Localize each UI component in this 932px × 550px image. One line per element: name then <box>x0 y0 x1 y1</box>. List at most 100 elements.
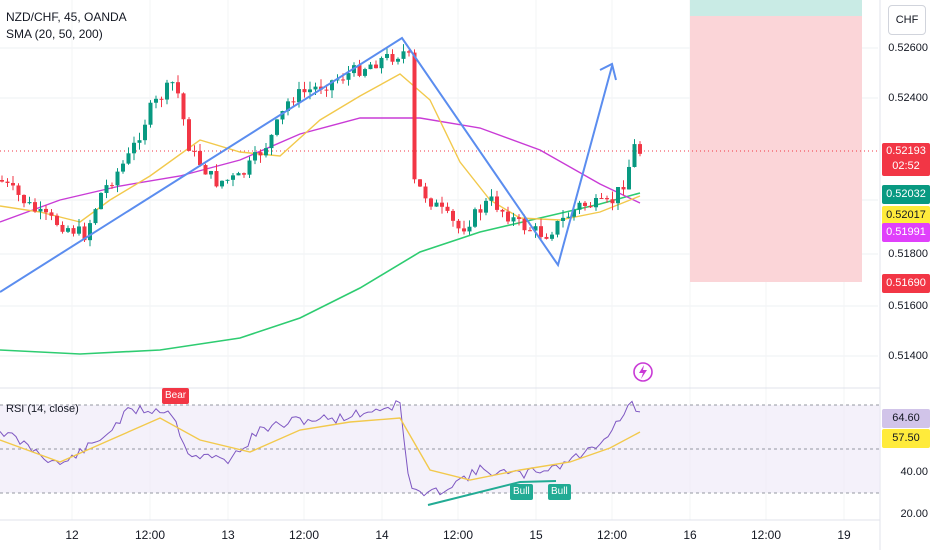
candle-body <box>489 196 494 201</box>
time-tick-label: 16 <box>683 528 697 542</box>
candle-body <box>561 217 565 221</box>
candle-body <box>38 208 43 212</box>
price-tag: 0.51690 <box>882 274 930 293</box>
candle-body <box>88 223 92 241</box>
candle-body <box>313 86 318 90</box>
candle-body <box>385 54 389 58</box>
candle-body <box>566 216 571 218</box>
candle-body <box>104 185 109 193</box>
candle-body <box>500 209 505 212</box>
candle-body <box>440 202 444 207</box>
time-tick-label: 12:00 <box>596 528 628 542</box>
candle-body <box>324 89 329 91</box>
rsi-tag: 57.50 <box>882 429 930 448</box>
candle-body <box>154 98 158 103</box>
candle-body <box>27 202 32 204</box>
candle-body <box>357 65 362 76</box>
time-tick-label: 12:00 <box>750 528 782 542</box>
time-tick-label: 14 <box>375 528 389 542</box>
candle-body <box>330 80 334 91</box>
candle-body <box>511 217 516 222</box>
time-tick-label: 13 <box>221 528 235 542</box>
price-tick-label: 0.52400 <box>888 92 928 104</box>
candle-body <box>82 226 87 241</box>
candle-body <box>143 124 147 141</box>
candle-body <box>616 187 620 204</box>
candle-body <box>286 101 290 112</box>
candle-body <box>522 218 527 231</box>
candle-body <box>429 198 433 207</box>
candle-body <box>638 144 642 154</box>
candle-body <box>44 208 48 213</box>
candle-body <box>374 64 378 69</box>
candle-body <box>335 79 340 81</box>
divergence-line <box>427 480 557 506</box>
candle-body <box>390 54 395 62</box>
time-tick-label: 12 <box>65 528 79 542</box>
candle-body <box>121 163 125 172</box>
stop-zone <box>690 16 862 282</box>
price-tick-label: 0.51400 <box>888 350 928 362</box>
candle-body <box>280 111 285 120</box>
candle-body <box>341 79 345 81</box>
candle-body <box>627 166 631 190</box>
candle-body <box>225 179 230 181</box>
candle-body <box>165 82 169 100</box>
candle-body <box>126 153 131 164</box>
time-tick-label: 19 <box>837 528 851 542</box>
price-tag: 0.52017 <box>882 206 930 225</box>
rsi-tick-label: 20.00 <box>900 508 928 520</box>
candle-body <box>66 228 70 232</box>
candle-body <box>55 215 59 225</box>
candle-body <box>572 209 576 217</box>
bull-signal-badge: Bull <box>510 484 533 500</box>
candle-body <box>93 209 98 224</box>
candle-body <box>5 181 10 183</box>
candle-body <box>132 142 136 154</box>
candle-body <box>11 182 15 186</box>
candle-body <box>456 220 461 229</box>
candle-body <box>610 199 615 204</box>
rsi-ma-line <box>0 417 641 481</box>
candle-body <box>539 226 543 237</box>
candle-body <box>605 198 609 200</box>
rsi-legend[interactable]: RSI (14, close) <box>6 403 79 415</box>
candle-body <box>220 180 224 187</box>
candle-body <box>473 209 477 227</box>
candle-body <box>451 210 455 221</box>
candle-body <box>253 152 257 161</box>
candle-body <box>434 202 439 207</box>
candle-body <box>528 230 532 232</box>
candle-body <box>137 140 142 143</box>
candle-body <box>242 173 246 175</box>
candle-body <box>363 69 367 76</box>
time-tick-label: 12:00 <box>134 528 166 542</box>
candle-body <box>181 93 186 120</box>
candle-body <box>22 194 26 204</box>
time-tick-label: 15 <box>529 528 543 542</box>
candle-body <box>49 212 54 216</box>
candle-body <box>187 119 191 151</box>
symbol-title[interactable]: NZD/CHF, 45, OANDA <box>6 10 127 24</box>
candle-body <box>550 234 554 239</box>
currency-button[interactable]: CHF <box>888 5 926 35</box>
candle-body <box>258 152 263 156</box>
sma-legend[interactable]: SMA (20, 50, 200) <box>6 27 103 41</box>
candle-body <box>159 98 164 100</box>
candle-body <box>418 179 422 187</box>
price-tag: 0.51991 <box>882 223 930 242</box>
price-tick-label: 0.52600 <box>888 42 928 54</box>
candle-body <box>577 202 582 210</box>
candle-body <box>192 150 197 152</box>
candle-body <box>77 226 81 234</box>
candle-body <box>291 101 296 103</box>
candle-body <box>308 89 312 93</box>
candle-body <box>148 102 153 125</box>
candle-body <box>170 82 175 84</box>
price-tick-label: 0.51800 <box>888 248 928 260</box>
lightning-bolt-icon[interactable] <box>632 361 654 388</box>
candle-body <box>467 226 472 232</box>
candle-body <box>401 51 406 59</box>
